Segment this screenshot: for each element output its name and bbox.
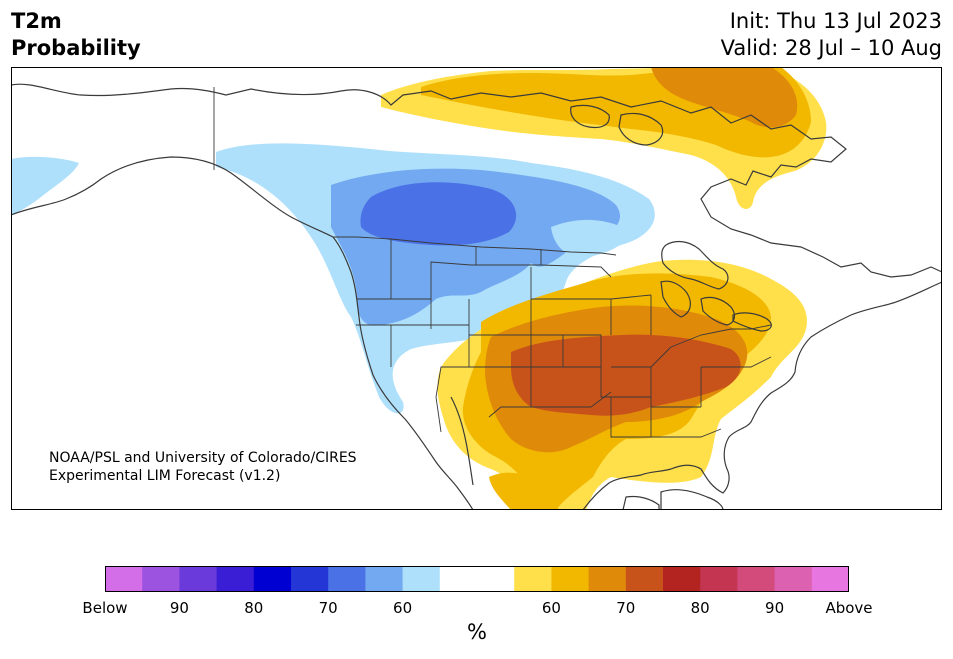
colorbar-swatch (588, 566, 627, 592)
metric-label: Probability (11, 36, 141, 60)
above-90-region-us (511, 334, 741, 416)
colorbar-swatch (142, 566, 180, 592)
colorbar-tick-label: 80 (690, 599, 710, 617)
above-70-region-mexico (489, 472, 559, 510)
credit-text: NOAA/PSL and University of Colorado/CIRE… (49, 449, 357, 485)
colorbar-swatch (737, 566, 776, 592)
colorbar-swatch (700, 566, 738, 592)
colorbar-tick-label: Above (825, 599, 873, 617)
colorbar-swatch (551, 566, 590, 592)
colorbar-swatch (328, 566, 366, 592)
colorbar-swatch (811, 566, 849, 592)
valid-range-label: Valid: 28 Jul – 10 Aug (720, 36, 942, 60)
colorbar-swatch (105, 566, 143, 592)
above-80-region-canada-arctic (651, 67, 798, 128)
colorbar-swatch (625, 566, 664, 592)
credit-line-2: Experimental LIM Forecast (v1.2) (49, 468, 281, 484)
colorbar-swatch (253, 566, 292, 592)
colorbar-tick-label: 60 (541, 599, 561, 617)
chart-title-left: T2m Probability (11, 8, 141, 62)
colorbar-tick-label: 60 (393, 599, 413, 617)
colorbar-swatch (179, 566, 218, 592)
below-80-region (360, 182, 517, 246)
political-borders (213, 87, 772, 438)
below-60-region-east-canada (551, 219, 631, 259)
colorbar-swatch (402, 566, 441, 592)
colorbar-swatch (663, 566, 701, 592)
colorbar-swatch (514, 566, 552, 592)
below-60-region-alaska (11, 156, 79, 215)
variable-label: T2m (11, 9, 62, 33)
chart-title-right: Init: Thu 13 Jul 2023 Valid: 28 Jul – 10… (721, 8, 942, 62)
init-date-label: Init: Thu 13 Jul 2023 (729, 9, 942, 33)
forecast-map (11, 67, 942, 510)
credit-line-1: NOAA/PSL and University of Colorado/CIRE… (49, 450, 357, 466)
colorbar-tick-label: 90 (765, 599, 785, 617)
colorbar-unit-label: % (467, 620, 487, 644)
colorbar-swatch (477, 566, 515, 592)
colorbar-tick-label: 90 (169, 599, 189, 617)
colorbar-swatch (439, 566, 478, 592)
colorbar-tick-label: Below (82, 599, 128, 617)
colorbar-swatch (365, 566, 404, 592)
colorbar-tick-label: 70 (318, 599, 338, 617)
colorbar (105, 566, 849, 592)
colorbar-swatch (774, 566, 813, 592)
colorbar-swatch (216, 566, 255, 592)
colorbar-swatch (291, 566, 329, 592)
colorbar-tick-label: 80 (244, 599, 264, 617)
colorbar-tick-label: 70 (616, 599, 636, 617)
